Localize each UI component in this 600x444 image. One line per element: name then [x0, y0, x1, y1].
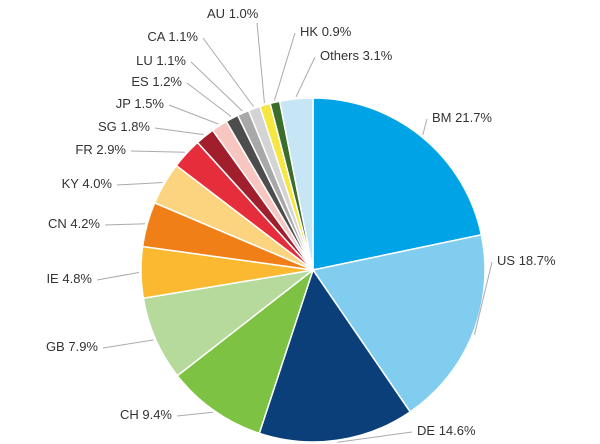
slice-value: 3.1% — [363, 48, 393, 63]
leader-line — [256, 22, 265, 103]
slice-label: GB 7.9% — [46, 339, 98, 354]
slice-label: IE 4.8% — [46, 271, 92, 286]
slice-value: 14.6% — [439, 423, 476, 438]
leader-line — [202, 37, 254, 107]
pie-slice — [311, 233, 486, 413]
slice-name: US — [497, 253, 515, 268]
slice-value: 1.1% — [168, 29, 198, 44]
slice-name: FR — [75, 142, 92, 157]
slice-value: 1.1% — [156, 53, 186, 68]
slice-value: 0.9% — [322, 24, 352, 39]
leader-line — [104, 223, 146, 226]
slice-name: IE — [46, 271, 59, 286]
pie-slice — [176, 267, 315, 435]
slice-name: CH — [120, 407, 139, 422]
slice-value: 1.2% — [152, 74, 182, 89]
slice-label: CN 4.2% — [48, 216, 100, 231]
slice-label: AU 1.0% — [207, 6, 259, 21]
slice-value: 21.7% — [455, 110, 492, 125]
slice-name: GB — [46, 339, 65, 354]
slice-value: 18.7% — [519, 253, 556, 268]
slice-name: Others — [320, 48, 360, 63]
leader-line — [190, 61, 243, 112]
leader-line — [295, 56, 316, 98]
slice-value: 1.5% — [134, 96, 164, 111]
leader-line — [337, 431, 413, 443]
slice-label: SG 1.8% — [98, 119, 150, 134]
leader-line — [130, 150, 185, 153]
slice-label: FR 2.9% — [75, 142, 126, 157]
leader-line — [96, 271, 140, 281]
pie-slice — [258, 268, 412, 443]
pie-slice — [278, 97, 314, 271]
slice-label: LU 1.1% — [136, 53, 186, 68]
slice-label: CH 9.4% — [120, 407, 172, 422]
slice-name: CA — [147, 29, 165, 44]
leader-line — [116, 182, 163, 186]
slice-name: HK — [300, 24, 318, 39]
slice-value: 2.9% — [96, 142, 126, 157]
leader-line — [473, 261, 493, 335]
leader-line — [186, 82, 232, 117]
slice-label: ES 1.2% — [131, 74, 182, 89]
slice-label: HK 0.9% — [300, 24, 352, 39]
slice-name: JP — [116, 96, 131, 111]
slice-name: SG — [98, 119, 117, 134]
slice-value: 9.4% — [142, 407, 172, 422]
leader-line — [154, 127, 204, 136]
slice-label: DE 14.6% — [417, 423, 476, 438]
slice-value: 7.9% — [68, 339, 98, 354]
slice-label: JP 1.5% — [116, 96, 165, 111]
slice-value: 4.0% — [82, 176, 112, 191]
leader-line — [422, 118, 428, 136]
slice-name: LU — [136, 53, 153, 68]
leader-line — [102, 339, 154, 349]
slice-name: ES — [131, 74, 149, 89]
leader-line — [273, 32, 296, 101]
slice-label: CA 1.1% — [147, 29, 198, 44]
leader-line — [176, 411, 213, 417]
slice-name: CN — [48, 216, 67, 231]
slice-label: Others 3.1% — [320, 48, 393, 63]
slice-label: KY 4.0% — [62, 176, 113, 191]
slice-name: BM — [432, 110, 452, 125]
slice-value: 1.8% — [120, 119, 150, 134]
slice-name: KY — [62, 176, 80, 191]
slice-name: AU — [207, 6, 225, 21]
slice-value: 4.2% — [70, 216, 100, 231]
slice-value: 1.0% — [229, 6, 259, 21]
leader-line — [168, 104, 219, 125]
slice-label: BM 21.7% — [432, 110, 492, 125]
slice-value: 4.8% — [62, 271, 92, 286]
pie-slice — [312, 97, 483, 271]
slice-name: DE — [417, 423, 435, 438]
slice-label: US 18.7% — [497, 253, 556, 268]
